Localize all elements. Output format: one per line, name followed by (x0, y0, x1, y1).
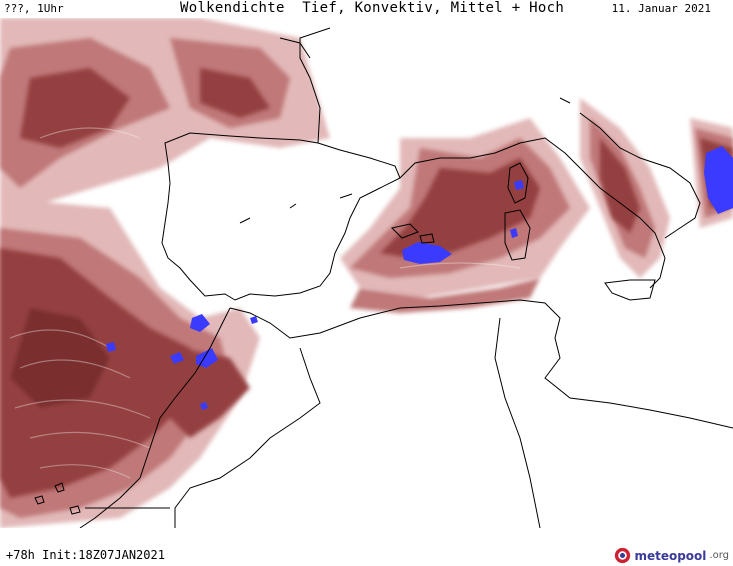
coastlines (34, 27, 733, 528)
forecast-date: 11. Januar 2021 (611, 2, 711, 15)
cloud-layer-max (106, 146, 733, 410)
map-title: Wolkendichte Tief, Konvektiv, Mittel + H… (180, 0, 565, 16)
model-run-info: +78h Init:18Z07JAN2021 (6, 548, 165, 562)
logo-tld-text: .org (709, 550, 729, 561)
cloud-density-map (0, 18, 733, 528)
logo-brand-text: meteopool (634, 548, 707, 563)
meteopool-logo-icon (615, 547, 631, 564)
day-label: ???, 1Uhr (4, 2, 64, 15)
meteopool-logo[interactable]: meteopool .org (614, 547, 729, 564)
cloud-texture (9, 127, 521, 479)
